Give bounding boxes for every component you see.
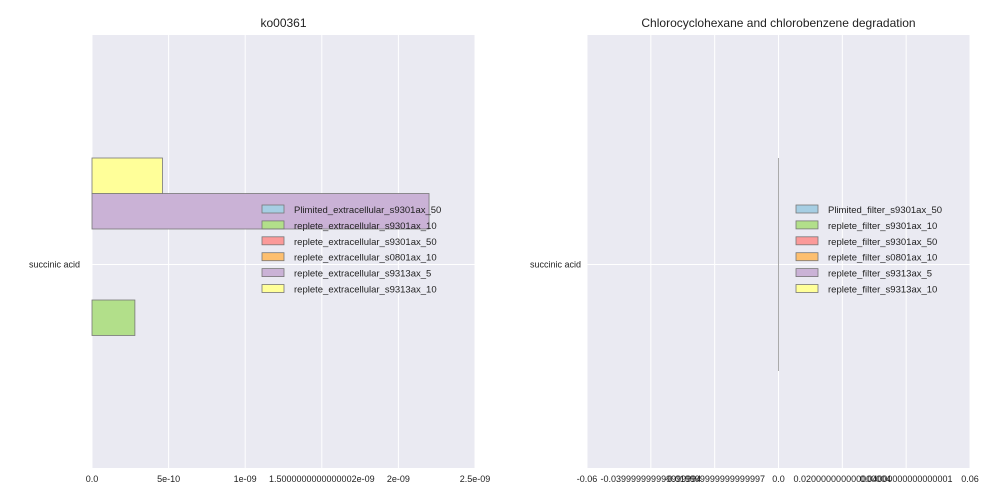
legend-swatch <box>795 268 819 278</box>
legend-label: replete_extracellular_s0801ax_10 <box>294 253 437 264</box>
x-tick-label: 2e-09 <box>387 474 410 484</box>
chart-panel-2: succinic acid -0.06 -0.039999999999999994-… <box>530 16 979 484</box>
x-tick-label: 0.0 <box>772 474 785 484</box>
legend-swatch <box>261 268 285 278</box>
y-tick-label: succinic acid <box>530 260 581 270</box>
legend-swatch <box>795 252 819 262</box>
legend-label: replete_extracellular_s9301ax_50 <box>294 237 437 248</box>
x-tick-label: 0.06 <box>961 474 979 484</box>
x-tick-label: 5e-10 <box>157 474 180 484</box>
legend-label: Plimited_filter_s9301ax_50 <box>828 205 942 216</box>
legend-swatch <box>795 220 819 230</box>
legend-swatch <box>261 284 285 293</box>
bar <box>91 299 136 336</box>
x-tick-label: -0.019999999999999997 <box>664 474 765 484</box>
legend-label: replete_filter_s9313ax_10 <box>828 285 937 296</box>
x-tick-label: -0.06 <box>577 474 598 484</box>
legend-swatch <box>261 236 285 246</box>
legend-label: replete_filter_s9301ax_50 <box>828 237 937 248</box>
legend-label: Plimited_extracellular_s9301ax_50 <box>294 205 441 216</box>
chart-title: Chlorocyclohexane and chlorobenzene degr… <box>641 16 915 30</box>
legend-label: replete_extracellular_s9313ax_10 <box>294 285 437 296</box>
x-tick-label: -0.039999999999999994 <box>601 474 702 484</box>
legend-label: replete_filter_s9313ax_5 <box>828 269 932 280</box>
legend: Plimited_extracellular_s9301ax_50replete… <box>261 204 441 296</box>
chart-panel-1: succinic acid 0.0 5e-10 1e-09 1.500000000000… <box>29 16 490 484</box>
x-tick-label: 0.020000000000000004 <box>794 474 892 484</box>
legend-label: replete_filter_s9301ax_10 <box>828 221 937 232</box>
legend-swatch <box>795 204 819 214</box>
legend-swatch <box>795 284 819 293</box>
legend-label: replete_extracellular_s9301ax_10 <box>294 221 437 232</box>
bar <box>91 157 163 194</box>
x-tick-label: 1.5000000000000002e-09 <box>269 474 375 484</box>
chart-title: ko00361 <box>260 16 306 30</box>
x-tick-label: 0.04000000000000001 <box>860 474 953 484</box>
legend-label: replete_extracellular_s9313ax_5 <box>294 269 431 280</box>
legend-swatch <box>795 236 819 246</box>
legend-label: replete_filter_s0801ax_10 <box>828 253 937 264</box>
x-tick-label: 2.5e-09 <box>460 474 491 484</box>
legend-swatch <box>261 220 285 230</box>
x-tick-label: 0.0 <box>86 474 99 484</box>
y-tick-label: succinic acid <box>29 260 80 270</box>
legend: Plimited_filter_s9301ax_50 replete_filter… <box>795 204 942 296</box>
x-tick-label: 1e-09 <box>234 474 257 484</box>
legend-swatch <box>261 204 285 214</box>
legend-swatch <box>261 252 285 262</box>
bar <box>91 193 430 230</box>
plot-area <box>92 35 475 468</box>
